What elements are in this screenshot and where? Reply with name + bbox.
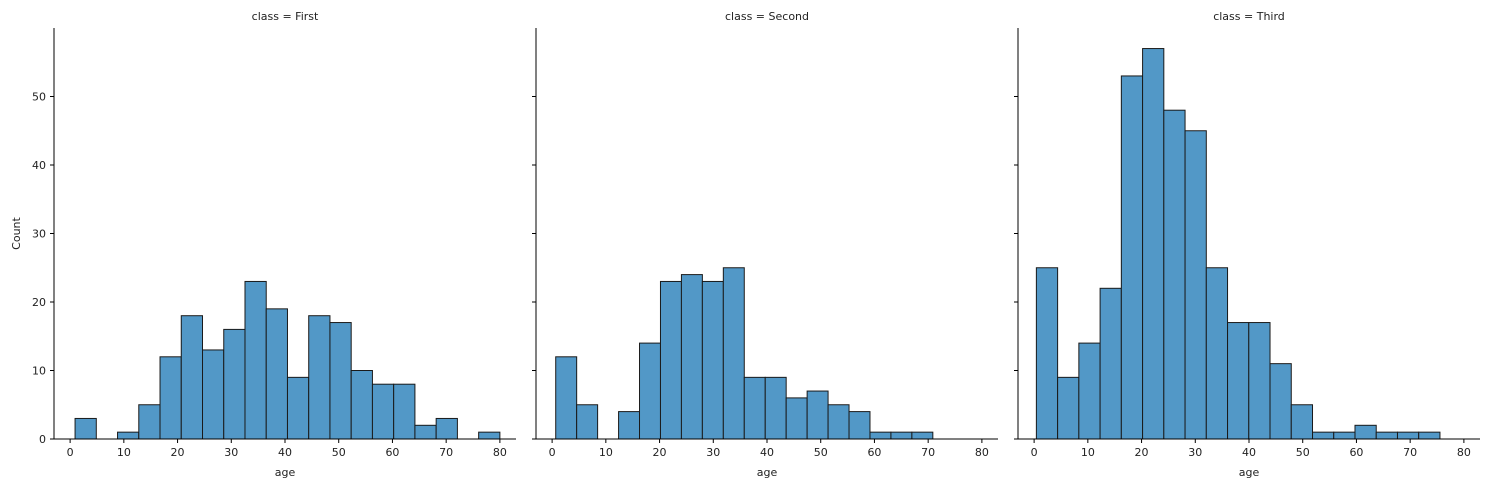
bar-first-13 [350, 370, 373, 440]
bar-second-15 [869, 431, 892, 440]
bar-second-5 [659, 280, 682, 440]
panel-title-third: class = Third [1213, 10, 1285, 23]
x-tick-label-third-40: 40 [1242, 446, 1256, 459]
bar-third-9 [1227, 322, 1250, 440]
x-axis-label-first: age [275, 466, 296, 479]
y-tick-label-40: 40 [32, 159, 46, 172]
bar-second-6 [680, 274, 703, 440]
bar-first-16 [414, 424, 437, 440]
x-tick-label-second-70: 70 [921, 446, 935, 459]
x-tick-label-second-50: 50 [814, 446, 828, 459]
bar-second-14 [848, 411, 871, 440]
bar-second-4 [639, 342, 661, 440]
bar-second-3 [618, 411, 641, 440]
bar-third-14 [1333, 431, 1356, 440]
bar-first-0 [74, 417, 97, 440]
bar-second-12 [806, 390, 829, 440]
bar-first-2 [117, 431, 140, 440]
bar-third-7 [1184, 130, 1207, 440]
x-tick-label-third-80: 80 [1457, 446, 1471, 459]
y-tick-label-30: 30 [32, 228, 46, 241]
bar-second-7 [701, 280, 724, 440]
x-tick-label-first-50: 50 [332, 446, 346, 459]
bar-third-15 [1354, 424, 1377, 440]
y-tick-label-10: 10 [32, 365, 46, 378]
bar-first-17 [435, 417, 458, 440]
x-tick-label-second-80: 80 [975, 446, 989, 459]
x-tick-label-first-30: 30 [224, 446, 238, 459]
bar-second-16 [890, 431, 913, 440]
bar-third-12 [1290, 404, 1314, 440]
y-axis-label: Count [10, 216, 23, 249]
x-tick-label-second-30: 30 [706, 446, 720, 459]
bar-first-12 [329, 322, 352, 440]
x-tick-label-third-70: 70 [1403, 446, 1417, 459]
x-axis-label-second: age [757, 466, 778, 479]
bar-first-4 [159, 356, 182, 440]
bar-third-5 [1142, 48, 1165, 440]
x-tick-label-third-0: 0 [1031, 446, 1038, 459]
bar-first-3 [138, 404, 161, 440]
bar-first-15 [393, 383, 416, 440]
x-tick-label-second-40: 40 [760, 446, 774, 459]
bar-second-17 [911, 431, 934, 440]
bar-third-6 [1163, 109, 1186, 440]
x-axis-label-third: age [1239, 466, 1260, 479]
x-tick-label-third-10: 10 [1081, 446, 1095, 459]
panel-title-second: class = Second [725, 10, 809, 23]
x-tick-label-third-20: 20 [1135, 446, 1149, 459]
panel-second: class = Second age 0 10 20 30 40 50 60 70 80 [532, 10, 998, 479]
bar-second-13 [827, 404, 850, 440]
bar-first-19 [478, 431, 501, 440]
x-tick-label-first-20: 20 [171, 446, 185, 459]
x-tick-label-first-70: 70 [439, 446, 453, 459]
x-tick-label-first-10: 10 [117, 446, 131, 459]
y-tick-label-20: 20 [32, 296, 46, 309]
x-tick-label-third-30: 30 [1188, 446, 1202, 459]
bar-third-1 [1057, 376, 1080, 440]
bar-second-11 [785, 397, 808, 440]
x-tick-label-third-50: 50 [1296, 446, 1310, 459]
bar-third-4 [1120, 75, 1144, 440]
x-tick-label-third-60: 60 [1349, 446, 1363, 459]
panel-first: class = First age Count 0 10 20 30 40 50 60 70 8… [10, 10, 516, 479]
bar-second-0 [555, 356, 578, 440]
bar-second-9 [743, 376, 766, 440]
x-tick-label-second-60: 60 [867, 446, 881, 459]
bar-third-17 [1396, 431, 1420, 440]
x-tick-label-second-20: 20 [653, 446, 667, 459]
bar-first-11 [308, 315, 331, 440]
bar-third-16 [1375, 431, 1398, 440]
bar-third-0 [1035, 267, 1059, 440]
bar-first-6 [202, 349, 225, 440]
bar-first-5 [180, 315, 204, 440]
bar-first-7 [223, 328, 246, 440]
bar-first-8 [244, 280, 267, 440]
x-tick-label-second-0: 0 [549, 446, 556, 459]
bar-third-3 [1099, 287, 1122, 440]
bar-second-1 [576, 404, 599, 440]
x-tick-label-second-10: 10 [599, 446, 613, 459]
bar-first-10 [286, 376, 310, 440]
bar-third-13 [1312, 431, 1335, 440]
x-tick-label-first-60: 60 [385, 446, 399, 459]
panel-third: class = Third age 0 10 20 30 40 50 60 70 80 [1014, 10, 1480, 479]
bar-third-8 [1205, 267, 1229, 440]
y-tick-label-0: 0 [39, 433, 46, 446]
bar-third-11 [1269, 363, 1292, 440]
bar-first-9 [265, 308, 288, 440]
bar-third-10 [1248, 322, 1271, 440]
y-tick-label-50: 50 [32, 91, 46, 104]
x-tick-label-first-80: 80 [493, 446, 507, 459]
panel-title-first: class = First [252, 10, 319, 23]
bar-first-14 [371, 383, 395, 440]
bar-third-2 [1078, 342, 1101, 440]
x-tick-label-first-0: 0 [67, 446, 74, 459]
bar-third-18 [1418, 431, 1441, 440]
bar-second-10 [764, 376, 787, 440]
bar-second-8 [722, 267, 745, 440]
x-tick-label-first-40: 40 [278, 446, 292, 459]
